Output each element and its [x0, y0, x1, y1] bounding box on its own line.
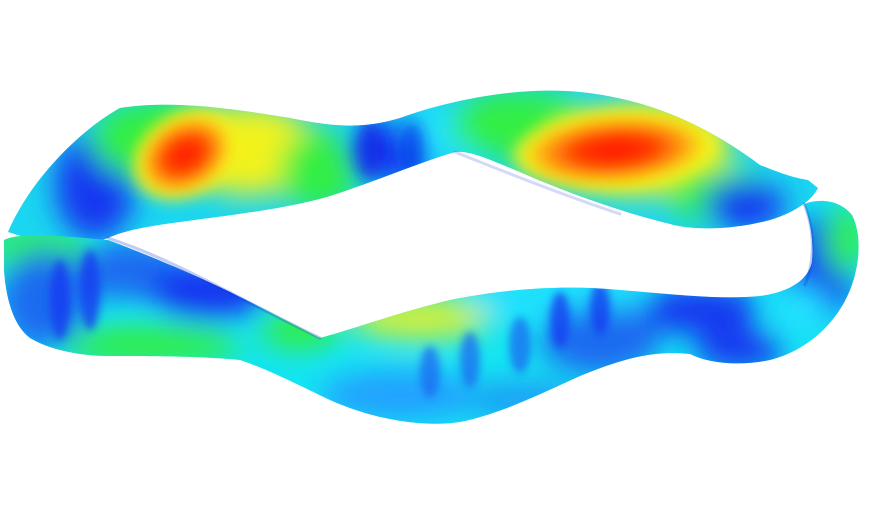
- band-edge-shading: [106, 150, 814, 340]
- band-back-strip: [8, 90, 818, 244]
